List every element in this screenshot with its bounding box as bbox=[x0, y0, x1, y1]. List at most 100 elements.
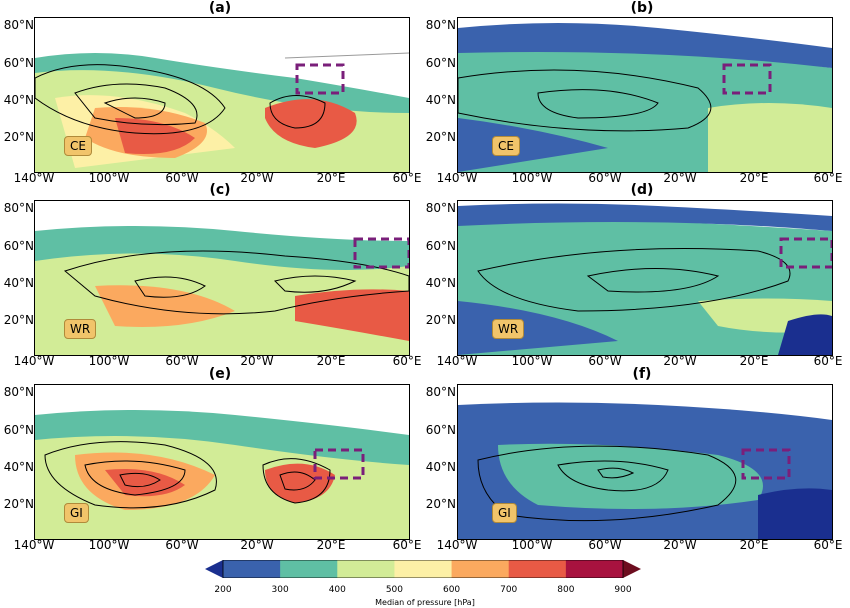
lon-20e-a: 20°E bbox=[316, 171, 346, 185]
lon-100w-e: 100°W bbox=[88, 538, 130, 552]
lon-20w-f: 20°W bbox=[663, 538, 697, 552]
lat-20-f: 20°N bbox=[425, 497, 456, 511]
lon-20e-e: 20°E bbox=[316, 538, 346, 552]
colorbar-title: Median of pressure [hPa] bbox=[375, 598, 475, 607]
tag-c: WR bbox=[64, 319, 97, 339]
colorbar bbox=[205, 560, 641, 578]
colorbar-segment bbox=[223, 560, 281, 578]
lat-60-c: 60°N bbox=[3, 239, 34, 253]
map-f bbox=[458, 402, 832, 539]
tag-e: GI bbox=[64, 503, 89, 523]
lon-60e-c: 60°E bbox=[392, 354, 422, 368]
lat-40-a: 40°N bbox=[3, 93, 34, 107]
lon-60w-a: 60°W bbox=[165, 171, 199, 185]
colorbar-segments bbox=[223, 560, 624, 578]
map-panel-c bbox=[34, 200, 410, 356]
lon-20w-e: 20°W bbox=[240, 538, 274, 552]
lat-80-b: 80°N bbox=[425, 18, 456, 32]
lon-20w-a: 20°W bbox=[240, 171, 274, 185]
map-a bbox=[35, 52, 409, 172]
lat-40-b: 40°N bbox=[425, 93, 456, 107]
colorbar-segment bbox=[337, 560, 395, 578]
lat-80-e: 80°N bbox=[3, 385, 34, 399]
colorbar-segment bbox=[508, 560, 567, 578]
colorbar-tick-label: 600 bbox=[442, 585, 461, 595]
tag-f: GI bbox=[492, 503, 517, 523]
lon-20w-d: 20°W bbox=[663, 354, 697, 368]
map-d bbox=[458, 203, 832, 355]
lon-60e-b: 60°E bbox=[813, 171, 843, 185]
panel-label-a: (a) bbox=[208, 0, 232, 16]
lat-20-b: 20°N bbox=[425, 130, 456, 144]
colorbar-tick-label: 200 bbox=[214, 585, 232, 595]
lat-20-a: 20°N bbox=[3, 130, 34, 144]
colorbar-segment bbox=[565, 560, 624, 578]
region-box bbox=[313, 448, 365, 480]
lat-80-c: 80°N bbox=[3, 201, 34, 215]
tag-b: CE bbox=[492, 136, 520, 156]
lat-20-e: 20°N bbox=[3, 497, 34, 511]
lat-40-e: 40°N bbox=[3, 460, 34, 474]
panel-label-e: (e) bbox=[208, 366, 232, 382]
lon-100w-b: 100°W bbox=[511, 171, 553, 185]
lon-60w-f: 60°W bbox=[588, 538, 622, 552]
lon-100w-f: 100°W bbox=[511, 538, 553, 552]
tag-a: CE bbox=[64, 136, 92, 156]
lat-80-d: 80°N bbox=[425, 201, 456, 215]
colorbar-tick-label: 300 bbox=[271, 585, 289, 595]
panel-label-c: (c) bbox=[209, 182, 231, 198]
panel-label-f: (f) bbox=[632, 366, 652, 382]
lon-100w-d: 100°W bbox=[511, 354, 553, 368]
map-e bbox=[35, 410, 409, 539]
lon-140w-c: 140°W bbox=[13, 354, 55, 368]
lon-140w-a: 140°W bbox=[13, 171, 55, 185]
lon-100w-a: 100°W bbox=[88, 171, 130, 185]
lon-140w-e: 140°W bbox=[13, 538, 55, 552]
colorbar-tick-label: 400 bbox=[328, 585, 346, 595]
region-box bbox=[353, 237, 409, 269]
colorbar-segment bbox=[280, 560, 338, 578]
lon-20e-f: 20°E bbox=[739, 538, 769, 552]
map-panel-e bbox=[34, 384, 410, 540]
map-c bbox=[35, 226, 409, 355]
map-panel-f bbox=[457, 384, 833, 540]
lat-80-f: 80°N bbox=[425, 385, 456, 399]
lon-60w-b: 60°W bbox=[588, 171, 622, 185]
lon-60e-d: 60°E bbox=[813, 354, 843, 368]
lon-140w-d: 140°W bbox=[436, 354, 478, 368]
lat-40-c: 40°N bbox=[3, 276, 34, 290]
lon-140w-f: 140°W bbox=[436, 538, 478, 552]
lon-20w-c: 20°W bbox=[240, 354, 274, 368]
lat-60-e: 60°N bbox=[3, 423, 34, 437]
lon-140w-b: 140°W bbox=[436, 171, 478, 185]
lat-20-c: 20°N bbox=[3, 313, 34, 327]
lon-20e-d: 20°E bbox=[739, 354, 769, 368]
lat-60-b: 60°N bbox=[425, 56, 456, 70]
lon-20w-b: 20°W bbox=[663, 171, 697, 185]
lon-20e-c: 20°E bbox=[316, 354, 346, 368]
panel-label-d: (d) bbox=[630, 182, 654, 198]
colorbar-tick-label: 700 bbox=[500, 585, 518, 595]
tag-d: WR bbox=[492, 319, 525, 339]
colorbar-tick-label: 900 bbox=[614, 585, 632, 595]
region-box bbox=[741, 448, 791, 480]
lon-60w-c: 60°W bbox=[165, 354, 199, 368]
map-panel-a bbox=[34, 17, 410, 173]
panel-label-b: (b) bbox=[630, 0, 654, 16]
lat-60-a: 60°N bbox=[3, 56, 34, 70]
colorbar-under-arrow bbox=[205, 560, 223, 578]
lat-80-a: 80°N bbox=[3, 18, 34, 32]
colorbar-segment bbox=[451, 560, 510, 578]
colorbar-segment bbox=[394, 560, 453, 578]
region-box bbox=[295, 63, 345, 95]
lon-60e-f: 60°E bbox=[813, 538, 843, 552]
lon-60e-e: 60°E bbox=[392, 538, 422, 552]
lat-60-f: 60°N bbox=[425, 423, 456, 437]
colorbar-tick-label: 500 bbox=[385, 585, 404, 595]
region-box bbox=[779, 237, 832, 269]
lon-60w-e: 60°W bbox=[165, 538, 199, 552]
lon-60w-d: 60°W bbox=[588, 354, 622, 368]
lon-100w-c: 100°W bbox=[88, 354, 130, 368]
colorbar-over-arrow bbox=[623, 560, 641, 578]
map-b bbox=[458, 23, 832, 172]
